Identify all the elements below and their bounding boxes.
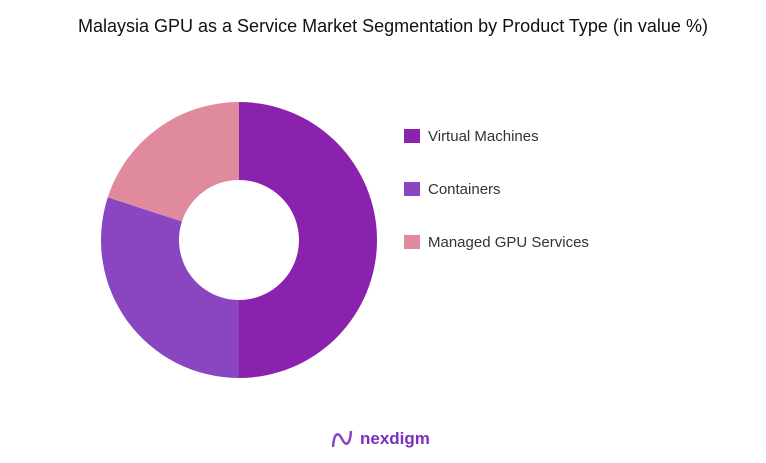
slice-virtual-machines xyxy=(239,102,377,378)
legend-swatch xyxy=(404,182,420,196)
legend-label: Virtual Machines xyxy=(428,127,539,145)
legend-label: Containers xyxy=(428,180,501,198)
legend-item: Containers xyxy=(404,180,589,198)
chart-title: Malaysia GPU as a Service Market Segment… xyxy=(78,16,708,36)
legend-item: Managed GPU Services xyxy=(404,233,589,251)
slice-managed-gpu-services xyxy=(107,102,239,222)
logo-text: nexdigm xyxy=(360,429,430,448)
legend-swatch xyxy=(404,235,420,249)
nexdigm-logo: nexdigm xyxy=(330,427,430,451)
legend-swatch xyxy=(404,129,420,143)
legend-item: Virtual Machines xyxy=(404,127,589,145)
nexdigm-logo-icon xyxy=(331,430,353,448)
slice-containers xyxy=(100,197,239,378)
legend-label: Managed GPU Services xyxy=(428,233,589,251)
legend: Virtual Machines Containers Managed GPU Se… xyxy=(404,127,589,286)
